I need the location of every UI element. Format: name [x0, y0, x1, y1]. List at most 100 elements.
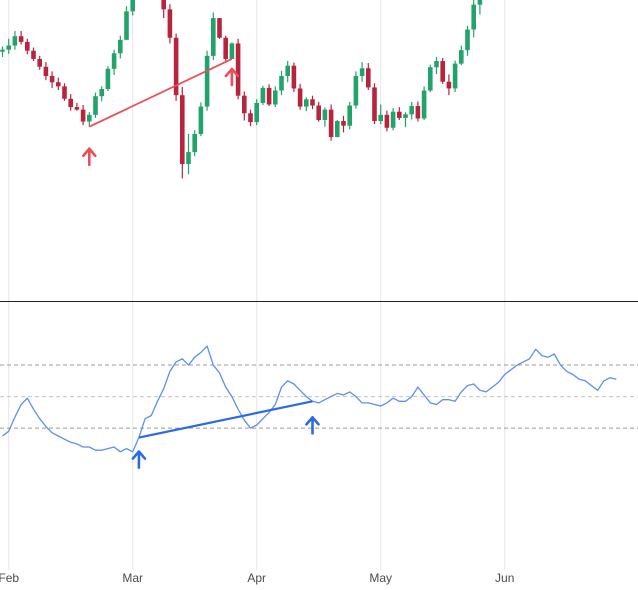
candle — [99, 86, 104, 102]
candle-body — [18, 36, 24, 42]
candle — [130, 0, 135, 16]
candle — [211, 12, 216, 60]
candle — [297, 83, 303, 110]
candle — [25, 38, 30, 55]
candle-body — [477, 0, 483, 5]
candle — [198, 102, 204, 137]
candle — [87, 112, 92, 127]
candle — [192, 130, 197, 157]
candle — [397, 107, 402, 120]
candle-body — [0, 49, 5, 52]
candle — [68, 94, 73, 111]
candle — [452, 60, 458, 93]
candle — [260, 85, 266, 105]
candle-body — [378, 114, 383, 122]
candle-body — [372, 87, 377, 122]
candle-body — [409, 106, 414, 115]
candle — [173, 33, 179, 101]
candle — [285, 61, 290, 83]
candle — [43, 62, 49, 81]
candle-body — [403, 114, 408, 118]
candle — [279, 70, 284, 96]
candle-body — [304, 99, 309, 107]
candle — [118, 35, 123, 59]
candle — [266, 84, 272, 107]
candle-body — [273, 90, 278, 105]
candle — [204, 50, 210, 111]
candle-body — [242, 95, 247, 114]
candle-body — [366, 68, 371, 88]
candle — [161, 0, 166, 19]
month-tick-label: Apr — [247, 571, 266, 585]
candle-body — [421, 90, 427, 119]
candle — [328, 104, 334, 141]
candle — [111, 49, 117, 75]
candle-body — [6, 45, 11, 50]
candle-body — [124, 11, 129, 40]
candle — [372, 83, 377, 125]
candle-body — [353, 76, 359, 106]
candle — [6, 38, 11, 54]
candle-body — [229, 43, 235, 59]
candle — [242, 91, 247, 121]
candle-body — [248, 113, 253, 123]
month-tick-label: Mar — [122, 571, 143, 585]
candle-body — [74, 107, 80, 110]
candle — [273, 86, 278, 108]
candle-body — [37, 58, 42, 67]
candle — [471, 0, 476, 38]
candle — [74, 102, 80, 111]
candle-body — [316, 105, 321, 120]
candle — [62, 83, 67, 101]
oscillator-divergence-line — [138, 400, 313, 439]
candle-body — [62, 86, 67, 99]
candle-body — [440, 61, 445, 82]
candle-body — [260, 87, 266, 103]
month-tick-label: Jun — [495, 571, 514, 585]
candle-body — [328, 109, 334, 138]
candle — [440, 57, 445, 84]
candle-body — [297, 88, 303, 107]
candle-body — [198, 106, 204, 134]
candle-body — [285, 65, 290, 77]
candle — [390, 108, 396, 131]
candle — [304, 97, 309, 112]
candle — [49, 71, 55, 88]
candle — [105, 66, 111, 92]
candle-body — [291, 65, 297, 89]
candle-body — [31, 50, 36, 59]
candle-body — [310, 99, 315, 106]
candle — [180, 86, 185, 179]
candle — [229, 42, 235, 59]
candle-body — [359, 68, 365, 77]
price-divergence-line — [88, 58, 233, 128]
candle — [322, 107, 328, 127]
candle-body — [167, 9, 173, 38]
oscillator-series-line — [2, 345, 617, 453]
candle — [359, 62, 365, 82]
candle — [167, 4, 173, 44]
candle-body — [390, 111, 396, 128]
month-gridlines — [8, 0, 506, 570]
candle — [477, 0, 483, 15]
candle-body — [80, 109, 86, 122]
candle-body — [471, 4, 476, 30]
candle-body — [111, 53, 117, 69]
candle — [31, 47, 36, 62]
candle — [217, 18, 222, 39]
candle-body — [446, 81, 452, 89]
candle — [347, 101, 352, 130]
candle — [316, 101, 321, 122]
candle-body — [452, 63, 458, 89]
candle — [459, 45, 464, 66]
candle-body — [186, 152, 191, 164]
candle — [80, 105, 86, 126]
candle — [310, 95, 315, 110]
up-arrow-icon — [224, 67, 240, 87]
candle — [465, 25, 470, 56]
candle-body — [217, 18, 222, 38]
candle-body — [161, 0, 166, 10]
candle-body — [43, 66, 49, 77]
up-arrow-icon — [82, 147, 97, 167]
